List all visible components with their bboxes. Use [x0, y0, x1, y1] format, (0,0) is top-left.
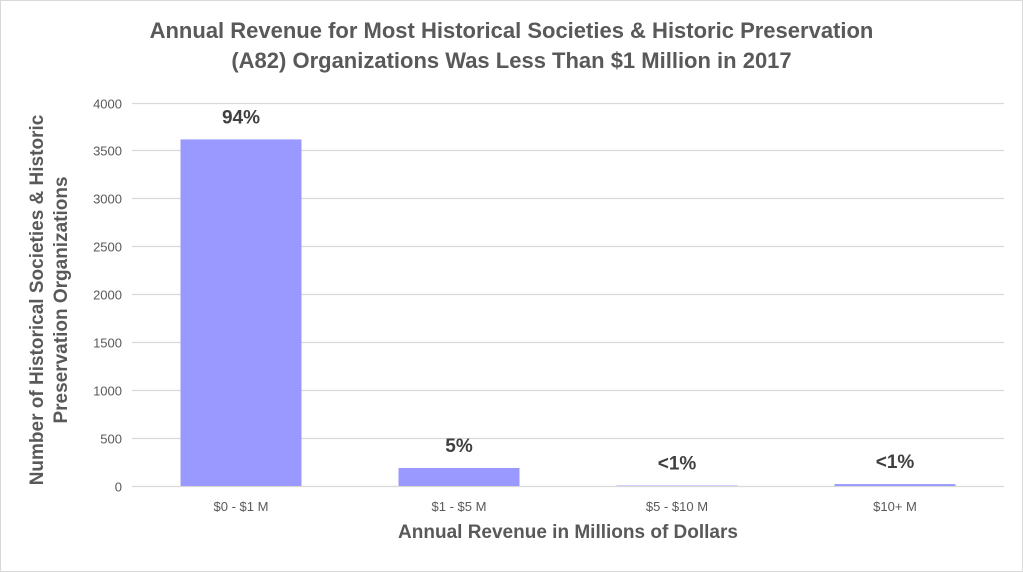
y-tick-label-500: 500 [100, 432, 122, 447]
y-tick-label-2500: 2500 [93, 240, 122, 255]
data-label-2: <1% [658, 454, 697, 475]
y-tick-label-3000: 3000 [93, 192, 122, 207]
chart-title: Annual Revenue for Most Historical Socie… [0, 16, 1023, 76]
bar-3 [834, 484, 956, 486]
data-label-0: 94% [222, 107, 260, 128]
x-tick-label-2: $5 - $10 M [646, 499, 708, 514]
x-axis-title: Annual Revenue in Millions of Dollars [398, 522, 738, 543]
y-tick-label-3500: 3500 [93, 144, 122, 159]
y-tick-label-2000: 2000 [93, 288, 122, 303]
bar-1 [398, 467, 520, 486]
x-tick-label-3: $10+ M [873, 499, 917, 514]
y-tick-label-4000: 4000 [93, 97, 122, 112]
data-labels: 94% 5% <1% <1% [222, 107, 914, 474]
data-label-1: 5% [445, 436, 473, 457]
data-label-3: <1% [876, 452, 915, 473]
bar-0 [180, 139, 302, 487]
bars [180, 139, 956, 487]
y-tick-labels: 0 500 1000 1500 2000 2500 3000 3500 4000 [93, 97, 122, 495]
chart-title-line-2: (A82) Organizations Was Less Than $1 Mil… [231, 48, 792, 73]
chart-title-line-1: Annual Revenue for Most Historical Socie… [149, 18, 874, 43]
x-tick-label-0: $0 - $1 M [214, 499, 269, 514]
x-tick-label-1: $1 - $5 M [432, 499, 487, 514]
y-tick-label-0: 0 [115, 480, 122, 495]
y-tick-label-1000: 1000 [93, 384, 122, 399]
x-tick-labels: $0 - $1 M $1 - $5 M $5 - $10 M $10+ M [214, 499, 917, 514]
y-tick-label-1500: 1500 [93, 336, 122, 351]
